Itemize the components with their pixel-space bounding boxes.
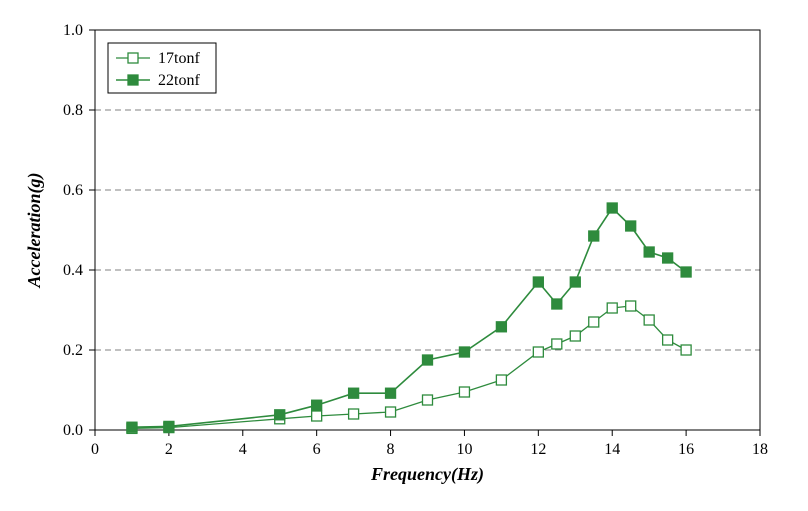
x-tick-label: 12 <box>530 441 546 458</box>
data-marker <box>644 247 654 257</box>
y-tick-label: 0.8 <box>63 102 83 119</box>
data-marker <box>626 221 636 231</box>
data-marker <box>663 335 673 345</box>
data-marker <box>533 347 543 357</box>
data-marker <box>496 375 506 385</box>
data-marker <box>570 331 580 341</box>
data-marker <box>570 277 580 287</box>
data-marker <box>128 53 138 63</box>
data-marker <box>275 410 285 420</box>
data-marker <box>128 75 138 85</box>
y-tick-label: 0.0 <box>63 422 83 439</box>
data-marker <box>312 400 322 410</box>
y-tick-label: 0.2 <box>63 342 83 359</box>
data-marker <box>644 315 654 325</box>
data-marker <box>663 253 673 263</box>
data-marker <box>423 355 433 365</box>
data-marker <box>459 347 469 357</box>
y-tick-label: 0.4 <box>63 262 83 279</box>
acceleration-vs-frequency-chart: 0 2 4 6 8 10 12 14 16 18 0.0 0.2 0.4 0.6 0.8 1.0 Frequen… <box>0 0 808 511</box>
legend-label: 17tonf <box>158 50 200 67</box>
x-tick-label: 0 <box>91 441 99 458</box>
data-marker <box>533 277 543 287</box>
data-marker <box>681 345 691 355</box>
data-marker <box>349 388 359 398</box>
data-marker <box>496 322 506 332</box>
data-marker <box>607 303 617 313</box>
x-axis-label: Frequency(Hz) <box>370 464 484 485</box>
data-marker <box>552 339 562 349</box>
data-marker <box>423 395 433 405</box>
x-tick-label: 18 <box>752 441 768 458</box>
data-marker <box>589 317 599 327</box>
x-tick-label: 10 <box>456 441 472 458</box>
x-tick-label: 14 <box>604 441 620 458</box>
data-marker <box>552 299 562 309</box>
data-marker <box>589 231 599 241</box>
x-tick-label: 8 <box>387 441 395 458</box>
x-tick-label: 4 <box>239 441 247 458</box>
data-marker <box>681 267 691 277</box>
data-marker <box>607 203 617 213</box>
data-marker <box>626 301 636 311</box>
x-tick-label: 6 <box>313 441 321 458</box>
y-tick-label: 0.6 <box>63 182 83 199</box>
data-marker <box>349 409 359 419</box>
legend-label: 22tonf <box>158 72 200 89</box>
data-marker <box>312 411 322 421</box>
data-marker <box>127 422 137 432</box>
data-marker <box>164 421 174 431</box>
data-marker <box>459 387 469 397</box>
data-marker <box>386 407 396 417</box>
y-axis-label: Acceleration(g) <box>24 173 45 289</box>
y-tick-label: 1.0 <box>63 22 83 39</box>
data-marker <box>386 388 396 398</box>
x-tick-label: 2 <box>165 441 173 458</box>
x-tick-label: 16 <box>678 441 694 458</box>
